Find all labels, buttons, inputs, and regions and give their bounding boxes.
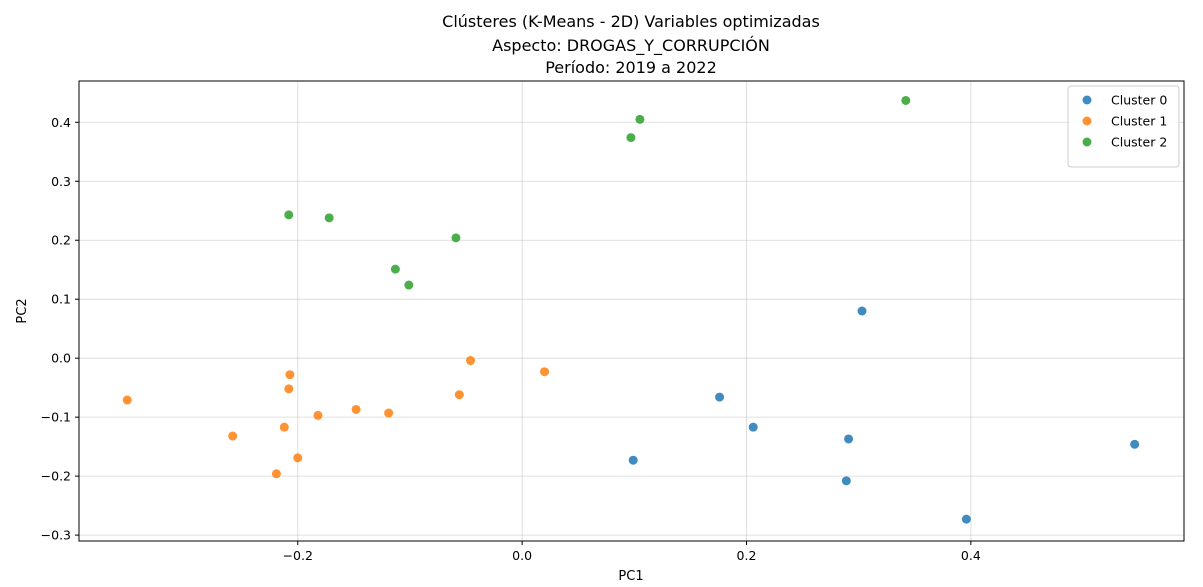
y-tick-label: 0.3 xyxy=(51,174,71,189)
x-tick-label: 0.2 xyxy=(737,548,757,563)
cluster-1-point xyxy=(228,431,238,441)
chart-title: Clústeres (K-Means - 2D) Variables optim… xyxy=(442,12,820,77)
legend-box xyxy=(1067,85,1180,168)
cluster-1-point xyxy=(540,367,550,377)
cluster-2-point xyxy=(390,264,400,274)
cluster-0-point xyxy=(715,392,725,402)
y-tick-label: −0.1 xyxy=(41,410,71,425)
cluster-2-point xyxy=(635,114,645,124)
y-axis-label: PC2 xyxy=(15,298,30,323)
cluster-0-point xyxy=(961,514,971,524)
cluster-2-point xyxy=(284,210,294,220)
cluster-0-point xyxy=(857,306,867,316)
plot-frame xyxy=(78,80,1185,542)
cluster-1-point xyxy=(122,395,132,405)
y-tick-label: 0.1 xyxy=(51,292,71,307)
cluster-1-point xyxy=(454,390,464,400)
y-tick-label: 0.2 xyxy=(51,233,71,248)
cluster-0-point xyxy=(748,422,758,432)
legend-marker xyxy=(1082,95,1092,105)
cluster-0-point xyxy=(1130,439,1140,449)
cluster-1-point xyxy=(384,408,394,418)
cluster-2-point xyxy=(404,280,414,290)
y-tick-label: 0.4 xyxy=(51,115,71,130)
x-tick-label: 0.0 xyxy=(512,548,532,563)
cluster-0-point xyxy=(628,455,638,465)
cluster-1-point xyxy=(284,384,294,394)
legend-marker xyxy=(1082,137,1092,147)
cluster-1-point xyxy=(293,453,303,463)
cluster-2-point xyxy=(626,133,636,143)
cluster-2-point xyxy=(451,233,461,243)
grid-lines xyxy=(79,81,1184,541)
y-tick-label: −0.3 xyxy=(41,528,71,543)
legend-label: Cluster 0 xyxy=(1111,93,1167,108)
cluster-2-point xyxy=(324,213,334,223)
data-points xyxy=(122,95,1140,524)
legend: Cluster 0 Cluster 1 Cluster 2 xyxy=(1067,85,1180,168)
cluster-1-point xyxy=(285,370,295,380)
y-axis-ticks: −0.3 −0.2 −0.1 0.0 0.1 0.2 0.3 0.4 xyxy=(41,115,79,543)
cluster-0-point xyxy=(844,434,854,444)
title-line-1: Clústeres (K-Means - 2D) Variables optim… xyxy=(442,12,820,31)
x-axis-ticks: −0.2 0.0 0.2 0.4 xyxy=(283,541,981,563)
cluster-1-point xyxy=(279,422,289,432)
cluster-0-point xyxy=(841,476,851,486)
x-tick-label: −0.2 xyxy=(283,548,313,563)
legend-label: Cluster 2 xyxy=(1111,135,1167,150)
title-line-3: Período: 2019 a 2022 xyxy=(545,58,717,77)
y-tick-label: −0.2 xyxy=(41,469,71,484)
cluster-1-point xyxy=(466,356,476,366)
cluster-1-point xyxy=(351,404,361,414)
cluster-1-point xyxy=(313,410,323,420)
legend-marker xyxy=(1082,116,1092,126)
y-tick-label: 0.0 xyxy=(51,351,71,366)
x-tick-label: 0.4 xyxy=(961,548,981,563)
legend-label: Cluster 1 xyxy=(1111,114,1167,129)
x-axis-label: PC1 xyxy=(618,569,643,584)
cluster-2-point xyxy=(901,95,911,105)
title-line-2: Aspecto: DROGAS_Y_CORRUPCIÓN xyxy=(492,36,770,56)
cluster-1-point xyxy=(271,469,281,479)
